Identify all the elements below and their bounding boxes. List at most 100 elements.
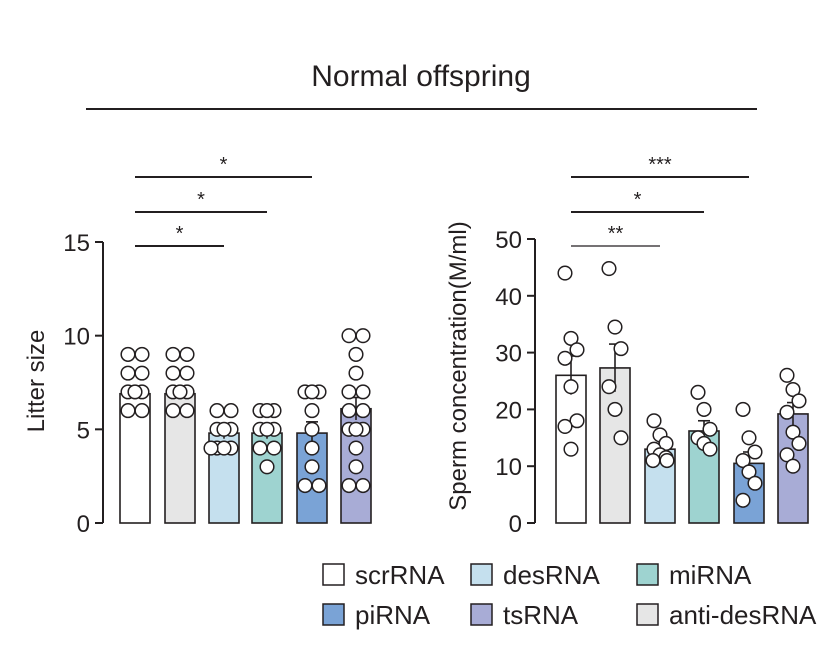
data-point: [569, 413, 585, 429]
data-point: [120, 346, 136, 362]
y-axis-label: Sperm concentration(M/ml): [445, 221, 472, 510]
data-point: [259, 421, 275, 437]
legend-swatch-piRNA: [322, 603, 345, 626]
y-tick-label: 40: [495, 284, 522, 311]
y-tick-label: 15: [63, 230, 90, 257]
data-point: [747, 475, 763, 491]
legend-label-desRNA: desRNA: [503, 560, 600, 590]
data-point: [735, 401, 751, 417]
data-point: [341, 403, 357, 419]
data-point: [348, 459, 364, 475]
data-point: [304, 403, 320, 419]
data-point: [134, 365, 150, 381]
data-point: [259, 459, 275, 475]
data-point: [557, 350, 573, 366]
data-point: [779, 404, 795, 420]
data-point: [607, 401, 623, 417]
significance-label: *: [197, 189, 205, 211]
y-tick-label: 30: [495, 341, 522, 368]
significance-label: ***: [648, 154, 672, 176]
y-tick-label: 5: [77, 417, 90, 444]
data-point: [355, 403, 371, 419]
data-point: [134, 403, 150, 419]
data-point: [259, 403, 275, 419]
data-point: [134, 346, 150, 362]
legend-swatch-tsRNA: [470, 603, 493, 626]
data-point: [297, 477, 313, 494]
data-point: [165, 403, 181, 419]
data-point: [696, 401, 712, 417]
data-point: [165, 365, 181, 381]
data-point: [179, 346, 195, 362]
significance-label: **: [608, 223, 624, 245]
data-point: [355, 384, 371, 400]
data-point: [355, 477, 371, 494]
y-tick-label: 0: [77, 511, 90, 538]
data-point: [348, 421, 364, 437]
data-point: [127, 384, 143, 400]
data-point: [607, 319, 623, 335]
data-point: [702, 421, 718, 437]
data-point: [348, 346, 364, 362]
y-tick-label: 0: [509, 511, 522, 538]
data-point: [203, 440, 219, 456]
data-point: [252, 440, 268, 456]
y-tick-label: 10: [495, 454, 522, 481]
data-point: [348, 440, 364, 456]
data-point: [741, 430, 757, 446]
data-point: [216, 440, 232, 456]
data-point: [341, 477, 357, 494]
bar-anti-desRNA: [599, 367, 631, 524]
data-point: [304, 421, 320, 437]
data-point: [563, 379, 579, 395]
legend-label-piRNA: piRNA: [355, 600, 431, 630]
data-point: [165, 346, 181, 362]
litter-size-chart: 0 5 10 15 Litter size * * *: [23, 154, 372, 538]
data-point: [341, 384, 357, 400]
legend-swatch-miRNA: [636, 563, 659, 586]
data-point: [341, 328, 357, 344]
data-point: [557, 265, 573, 281]
data-point: [304, 384, 320, 400]
data-point: [791, 393, 807, 409]
legend-swatch-desRNA: [470, 563, 493, 586]
data-point: [613, 341, 629, 357]
data-point: [645, 452, 661, 469]
data-point: [563, 441, 579, 457]
data-point: [690, 384, 706, 400]
legend-label-tsRNA: tsRNA: [503, 600, 579, 630]
legend-label-scrRNA: scrRNA: [355, 560, 445, 590]
data-point: [569, 342, 585, 358]
data-point: [304, 440, 320, 456]
data-point: [120, 403, 136, 419]
y-tick-label: 10: [63, 324, 90, 351]
data-point: [355, 328, 371, 344]
data-point: [702, 441, 718, 457]
data-point: [735, 492, 751, 508]
data-point: [311, 477, 327, 494]
data-point: [348, 365, 364, 381]
data-point: [120, 365, 136, 381]
legend-label-anti-desRNA: anti-desRNA: [669, 600, 817, 630]
data-point: [779, 367, 795, 383]
data-point: [266, 440, 282, 456]
data-point: [179, 365, 195, 381]
data-point: [209, 403, 225, 419]
data-point: [216, 421, 232, 437]
legend-swatch-anti-desRNA: [636, 603, 659, 626]
legend-swatch-scrRNA: [322, 563, 345, 586]
y-axis-label: Litter size: [23, 330, 50, 433]
data-point: [223, 403, 239, 419]
figure-title: Normal offspring: [311, 60, 531, 93]
data-point: [601, 379, 617, 395]
data-point: [791, 435, 807, 452]
significance-label: *: [176, 223, 184, 245]
data-point: [304, 459, 320, 475]
data-point: [747, 444, 763, 460]
data-point: [601, 260, 617, 277]
data-point: [557, 418, 573, 434]
legend-label-miRNA: miRNA: [669, 560, 752, 590]
